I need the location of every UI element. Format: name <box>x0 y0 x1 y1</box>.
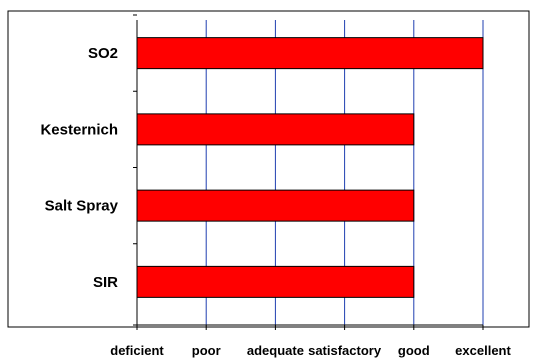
bar-so2 <box>136 37 484 70</box>
bar-sir <box>136 265 415 298</box>
category-label-so2: SO2 <box>88 45 118 62</box>
category-label-sir: SIR <box>93 274 118 291</box>
bars <box>136 37 484 298</box>
x-tick-label-adequate: adequate <box>247 343 304 358</box>
category-label-salt-spray: Salt Spray <box>45 198 119 215</box>
labels: SO2 Kesternich Salt Spray SIR deficient poor a… <box>40 45 511 358</box>
x-tick-label-good: good <box>398 343 430 358</box>
x-tick-label-deficient: deficient <box>110 343 164 358</box>
bar-kesternich <box>136 113 415 146</box>
bar-salt-spray <box>136 189 415 222</box>
x-tick-label-satisfactory: satisfactory <box>308 343 382 358</box>
category-label-kesternich: Kesternich <box>40 121 118 138</box>
x-tick-label-poor: poor <box>192 343 221 358</box>
x-tick-label-excellent: excellent <box>455 343 511 358</box>
axes <box>133 14 484 330</box>
